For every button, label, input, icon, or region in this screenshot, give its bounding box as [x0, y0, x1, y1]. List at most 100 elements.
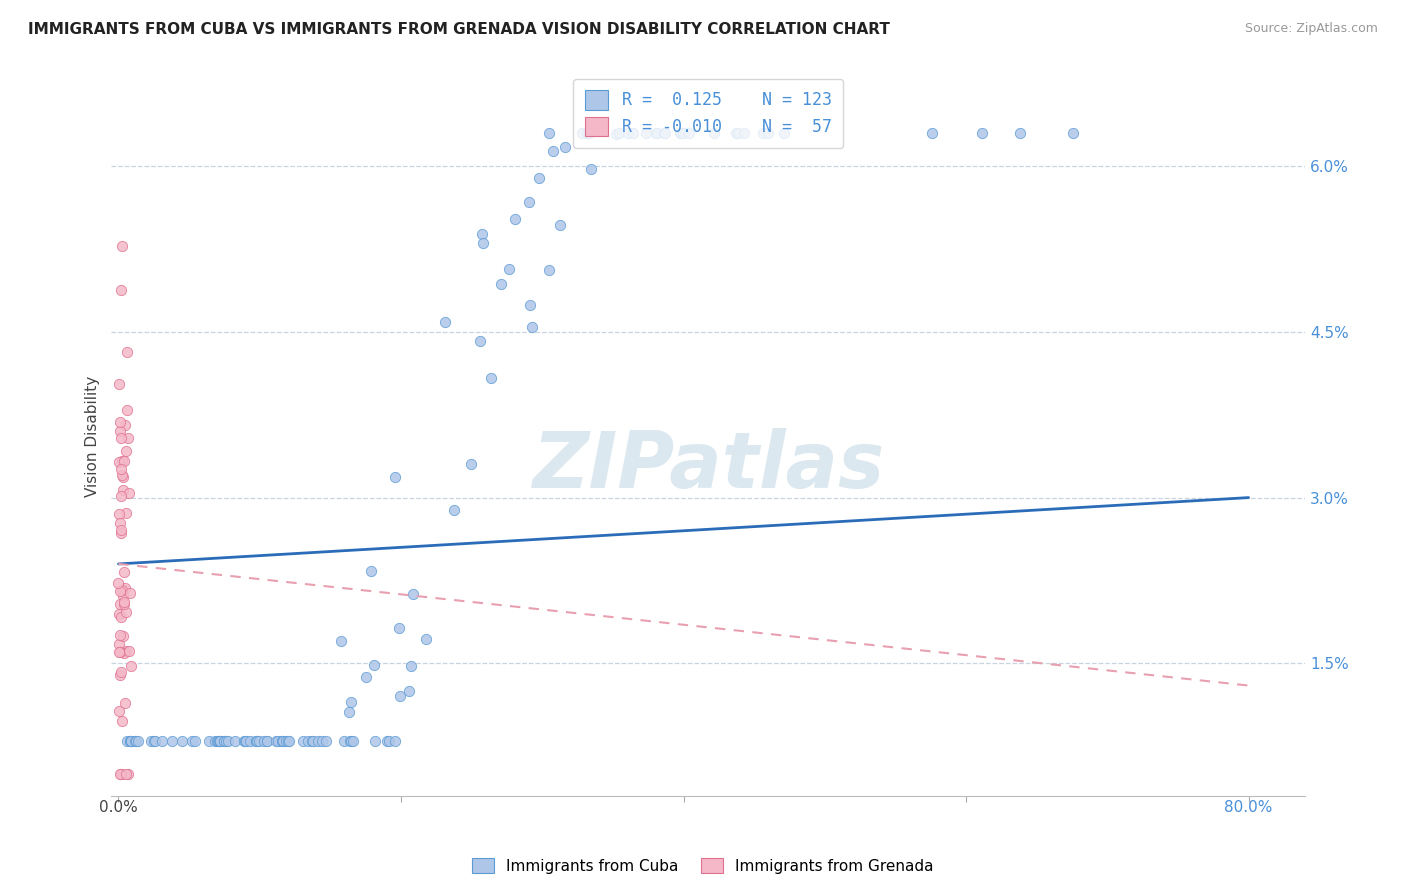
- Point: [110, 628, 132, 642]
- Point: [110, 767, 132, 781]
- Point: [215, 734, 238, 748]
- Point: [672, 126, 695, 140]
- Point: [118, 643, 141, 657]
- Point: [399, 659, 422, 673]
- Point: [725, 126, 748, 140]
- Point: [235, 734, 257, 748]
- Point: [110, 462, 132, 476]
- Point: [108, 508, 131, 522]
- Point: [384, 469, 406, 483]
- Point: [756, 126, 779, 140]
- Point: [342, 734, 364, 748]
- Point: [375, 734, 398, 748]
- Point: [337, 705, 360, 719]
- Point: [118, 585, 141, 599]
- Point: [209, 734, 232, 748]
- Point: [224, 734, 246, 748]
- Point: [111, 453, 134, 467]
- Point: [538, 126, 561, 140]
- Point: [205, 734, 228, 748]
- Point: [112, 565, 135, 579]
- Point: [402, 587, 425, 601]
- Point: [245, 734, 267, 748]
- Point: [363, 658, 385, 673]
- Point: [115, 644, 138, 658]
- Point: [239, 734, 262, 748]
- Point: [112, 594, 135, 608]
- Point: [575, 126, 598, 140]
- Point: [115, 605, 138, 619]
- Point: [517, 195, 540, 210]
- Point: [921, 126, 943, 140]
- Point: [124, 734, 146, 748]
- Point: [111, 629, 134, 643]
- Point: [108, 424, 131, 438]
- Point: [752, 126, 775, 140]
- Point: [207, 734, 229, 748]
- Point: [120, 734, 142, 748]
- Point: [110, 584, 132, 599]
- Point: [605, 128, 627, 142]
- Point: [266, 734, 288, 748]
- Point: [634, 126, 657, 140]
- Point: [733, 126, 755, 140]
- Point: [301, 734, 323, 748]
- Point: [111, 239, 134, 253]
- Point: [114, 443, 136, 458]
- Text: Source: ZipAtlas.com: Source: ZipAtlas.com: [1244, 22, 1378, 36]
- Point: [581, 161, 603, 176]
- Point: [271, 734, 294, 748]
- Point: [621, 126, 644, 140]
- Point: [143, 734, 166, 748]
- Point: [415, 632, 437, 647]
- Point: [578, 126, 600, 140]
- Point: [208, 734, 231, 748]
- Point: [110, 665, 132, 680]
- Point: [110, 609, 132, 624]
- Point: [108, 645, 131, 659]
- Point: [307, 734, 329, 748]
- Point: [107, 607, 129, 622]
- Point: [256, 734, 278, 748]
- Point: [150, 734, 173, 748]
- Point: [652, 126, 675, 140]
- Point: [247, 734, 270, 748]
- Point: [654, 126, 676, 140]
- Point: [607, 126, 630, 140]
- Point: [160, 734, 183, 748]
- Point: [212, 734, 235, 748]
- Point: [120, 734, 142, 748]
- Point: [110, 767, 132, 781]
- Point: [110, 597, 132, 611]
- Point: [354, 669, 377, 683]
- Point: [274, 734, 297, 748]
- Point: [471, 227, 494, 242]
- Point: [112, 597, 135, 611]
- Point: [114, 418, 136, 433]
- Point: [498, 261, 520, 276]
- Point: [1010, 126, 1032, 140]
- Point: [107, 638, 129, 652]
- Point: [115, 734, 138, 748]
- Point: [538, 262, 561, 277]
- Point: [332, 734, 354, 748]
- Point: [170, 734, 193, 748]
- Point: [118, 486, 141, 500]
- Point: [111, 467, 134, 482]
- Point: [645, 126, 668, 140]
- Point: [107, 575, 129, 590]
- Point: [120, 734, 142, 748]
- Point: [727, 126, 749, 140]
- Text: 0.0%: 0.0%: [98, 800, 138, 814]
- Text: ZIPatlas: ZIPatlas: [531, 427, 884, 503]
- Point: [388, 689, 411, 703]
- Point: [554, 140, 576, 154]
- Point: [233, 734, 256, 748]
- Point: [110, 526, 132, 541]
- Point: [669, 126, 692, 140]
- Point: [330, 633, 353, 648]
- Point: [108, 516, 131, 530]
- Legend: R =  0.125    N = 123, R = -0.010    N =  57: R = 0.125 N = 123, R = -0.010 N = 57: [574, 78, 844, 148]
- Point: [434, 315, 457, 329]
- Point: [271, 734, 294, 748]
